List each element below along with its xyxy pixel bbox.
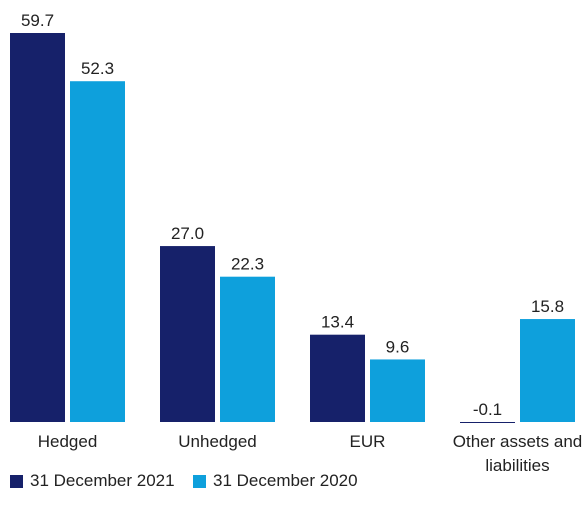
- bar: [460, 422, 515, 423]
- bar: [70, 81, 125, 422]
- legend-label: 31 December 2021: [30, 471, 175, 490]
- bar: [370, 359, 425, 422]
- x-tick-label: Other assets and liabilities: [452, 432, 583, 475]
- bar: [160, 246, 215, 422]
- value-label: 15.8: [531, 297, 564, 316]
- legend-swatch: [10, 475, 23, 488]
- value-label: -0.1: [473, 400, 502, 419]
- value-label: 13.4: [321, 313, 354, 332]
- value-label: 52.3: [81, 59, 114, 78]
- value-label: 22.3: [231, 255, 264, 274]
- bar: [10, 33, 65, 422]
- value-label: 59.7: [21, 11, 54, 30]
- value-label: 9.6: [386, 337, 410, 356]
- value-label: 27.0: [171, 224, 204, 243]
- legend-label: 31 December 2020: [213, 471, 358, 490]
- bar: [220, 276, 275, 422]
- x-tick-label: Hedged: [37, 432, 98, 451]
- x-tick-label: Unhedged: [178, 432, 257, 451]
- legend-swatch: [193, 475, 206, 488]
- x-tick-label: EUR: [349, 432, 386, 451]
- bar: [310, 334, 365, 422]
- bar: [520, 319, 575, 422]
